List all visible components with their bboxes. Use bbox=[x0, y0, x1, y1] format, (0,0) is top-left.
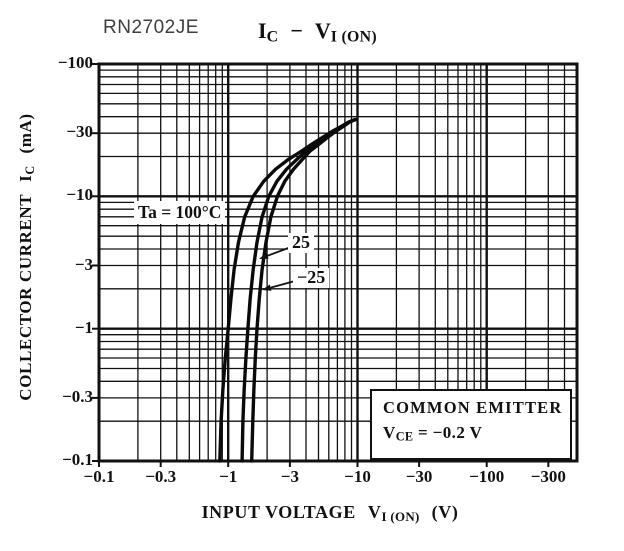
x-axis-symbol: V bbox=[367, 502, 382, 522]
part-number: RN2702JE bbox=[103, 17, 199, 38]
condition-vce-subscript: CE bbox=[395, 429, 414, 444]
x-tick-label: −1 bbox=[219, 467, 238, 486]
x-tick-label: −100 bbox=[469, 467, 505, 486]
y-tick-label: −100 bbox=[57, 53, 93, 72]
title-y-symbol: I bbox=[258, 18, 267, 43]
y-axis-symbol: I bbox=[16, 174, 36, 182]
figure-title: IC − VI (ON) bbox=[258, 18, 377, 46]
title-x-symbol: V bbox=[314, 18, 331, 43]
y-tick-label: −1 bbox=[74, 317, 93, 337]
x-axis-title: INPUT VOLTAGE VI (ON) (V) bbox=[0, 502, 624, 525]
y-tick-label: −0.3 bbox=[62, 386, 93, 406]
y-axis-title-text: COLLECTOR CURRENT bbox=[16, 193, 36, 401]
x-tick-label: −0.3 bbox=[145, 467, 177, 486]
x-axis-unit: (V) bbox=[431, 502, 459, 522]
title-y-subscript: C bbox=[266, 28, 279, 46]
y-tick-label: −10 bbox=[66, 185, 93, 205]
x-tick-label: −30 bbox=[405, 467, 433, 486]
condition-vce-value: = −0.2 V bbox=[413, 423, 483, 442]
condition-vce-symbol: V bbox=[383, 423, 396, 442]
x-tick-label: −10 bbox=[344, 467, 371, 486]
curve-label-100c: Ta = 100°C bbox=[134, 201, 226, 225]
title-separator: − bbox=[290, 18, 303, 43]
x-tick-label: −0.1 bbox=[83, 467, 115, 486]
condition-circuit: COMMON EMITTER bbox=[383, 398, 563, 417]
curve-label-25c: 25 bbox=[288, 232, 314, 253]
y-axis-symbol-subscript: C bbox=[22, 165, 37, 175]
condition-vce: VCE = −0.2 V bbox=[383, 423, 570, 445]
y-tick-label: −30 bbox=[66, 122, 93, 142]
x-tick-label: −3 bbox=[280, 467, 299, 486]
test-conditions-box: COMMON EMITTER VCE = −0.2 V bbox=[370, 389, 572, 460]
x-axis-symbol-subscript: I (ON) bbox=[381, 508, 420, 524]
x-tick-label: −300 bbox=[530, 467, 566, 486]
y-tick-label: −3 bbox=[74, 254, 93, 274]
title-x-subscript: I (ON) bbox=[330, 28, 377, 46]
y-axis-unit: (mA) bbox=[16, 113, 36, 154]
y-tick-label: −0.1 bbox=[62, 450, 93, 469]
curve-label-minus25c: −25 bbox=[293, 267, 330, 288]
x-axis-title-text: INPUT VOLTAGE bbox=[201, 502, 356, 522]
